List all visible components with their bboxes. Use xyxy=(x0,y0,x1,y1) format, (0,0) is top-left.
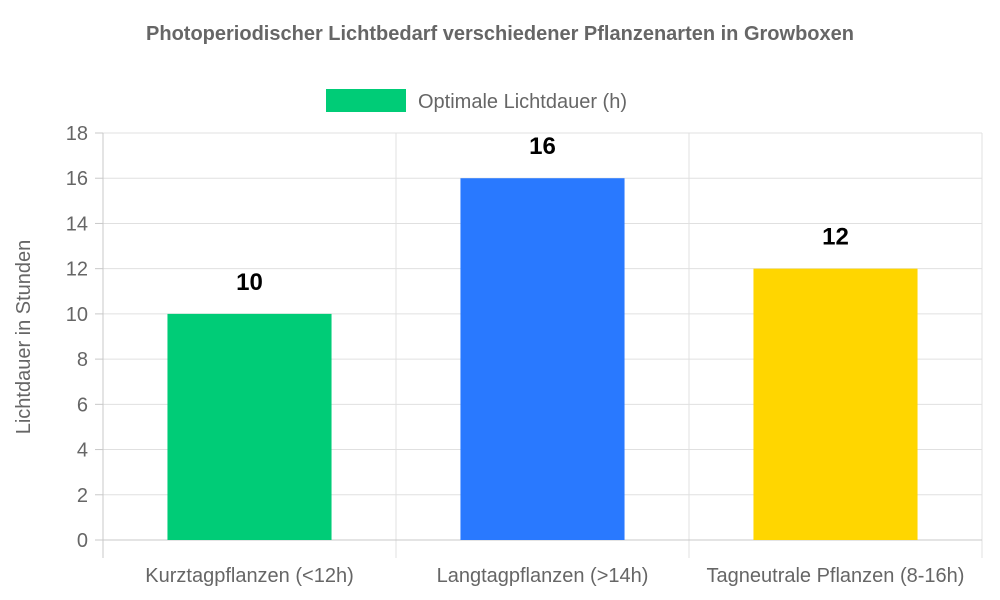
bar xyxy=(753,268,918,540)
y-tick-label: 16 xyxy=(66,168,88,190)
legend-swatch xyxy=(326,89,406,112)
bar xyxy=(460,178,625,540)
y-tick-label: 12 xyxy=(66,259,88,281)
chart-title: Photoperiodischer Lichtbedarf verschiede… xyxy=(146,23,854,45)
y-tick-label: 2 xyxy=(77,485,88,507)
y-tick-label: 14 xyxy=(66,213,88,235)
data-label: 16 xyxy=(529,133,556,160)
y-tick-label: 10 xyxy=(66,304,88,326)
y-tick-label: 4 xyxy=(77,440,88,462)
data-label: 12 xyxy=(822,224,849,251)
x-tick-label: Langtagpflanzen (>14h) xyxy=(437,565,649,587)
y-tick-label: 6 xyxy=(77,394,88,416)
x-axis-ticks: Kurztagpflanzen (<12h) Langtagpflanzen (>… xyxy=(145,565,964,587)
x-tick-label: Kurztagpflanzen (<12h) xyxy=(145,565,353,587)
y-tick-label: 0 xyxy=(77,530,88,552)
x-tick-label: Tagneutrale Pflanzen (8-16h) xyxy=(707,565,965,587)
bar xyxy=(167,313,332,540)
y-tick-label: 18 xyxy=(66,123,88,145)
y-tick-label: 8 xyxy=(77,349,88,371)
data-label: 10 xyxy=(236,269,263,296)
legend[interactable]: Optimale Lichtdauer (h) xyxy=(326,89,627,113)
data-labels: 10 16 12 xyxy=(236,133,849,296)
y-axis-ticks: 0 2 4 6 8 10 12 14 16 18 xyxy=(66,123,103,552)
bars xyxy=(167,178,918,540)
legend-label: Optimale Lichtdauer (h) xyxy=(418,91,627,113)
y-axis-title: Lichtdauer in Stunden xyxy=(13,240,35,435)
